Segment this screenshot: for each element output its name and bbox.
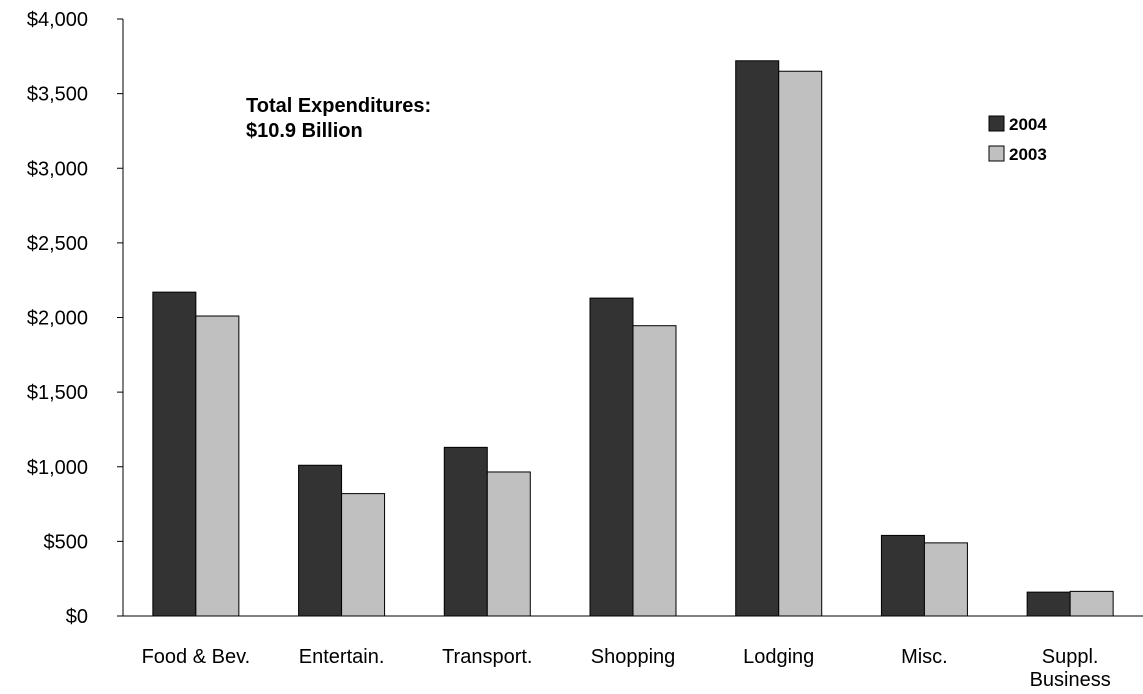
- x-tick-label: Lodging: [743, 646, 814, 668]
- y-tick-label: $2,000: [27, 308, 88, 330]
- legend: 2004 2003: [988, 115, 1047, 164]
- bar-2003: [486, 471, 531, 617]
- bar-2004: [880, 534, 925, 617]
- y-axis: $0 $500 $1,000 $1,500 $2,000 $2,500 $3,000 $3,5…: [27, 9, 1143, 628]
- x-tick-label: Food & Bev.: [142, 646, 251, 668]
- bar-2004: [735, 60, 780, 617]
- annotation-line-2: $10.9 Billion: [246, 120, 363, 142]
- bar-2004: [152, 291, 197, 617]
- bar-2003: [923, 542, 968, 617]
- y-tick-label: $500: [44, 531, 89, 553]
- y-tick-label: $2,500: [27, 233, 88, 255]
- legend-label-2004: 2004: [1009, 115, 1047, 134]
- bar-2003: [632, 325, 677, 617]
- legend-swatch-2004: [988, 115, 1005, 132]
- x-tick-label: Transport.: [442, 646, 532, 668]
- y-tick-label: $1,500: [27, 382, 88, 404]
- x-tick-label: Shopping: [591, 646, 676, 668]
- legend-label-2003: 2003: [1009, 145, 1047, 164]
- chart-annotation: Total Expenditures: $10.9 Billion: [246, 95, 437, 142]
- x-tick-label: Entertain.: [299, 646, 385, 668]
- legend-swatch-2003: [988, 145, 1005, 162]
- y-tick-label: $3,000: [27, 158, 88, 180]
- bar-2004: [589, 297, 634, 617]
- bar-2003: [195, 315, 240, 617]
- x-tick-label: Suppl.: [1042, 646, 1099, 668]
- bar-2003: [341, 493, 386, 617]
- y-tick-label: $3,500: [27, 84, 88, 106]
- y-tick-label: $4,000: [27, 9, 88, 31]
- bar-2003: [778, 70, 823, 617]
- bar-2004: [1026, 591, 1071, 617]
- bars: [152, 60, 1114, 617]
- y-tick-label: $0: [66, 606, 88, 628]
- bar-2003: [1069, 590, 1114, 617]
- annotation-line-1: Total Expenditures:: [246, 95, 431, 117]
- y-tick-label: $1,000: [27, 457, 88, 479]
- x-tick-label: Misc.: [901, 646, 948, 668]
- x-axis-labels: Food & Bev. Entertain. Transport. Shopping L…: [142, 646, 1111, 691]
- bar-2004: [298, 464, 343, 617]
- x-tick-label: Business: [1030, 669, 1111, 691]
- bar-2004: [443, 446, 488, 617]
